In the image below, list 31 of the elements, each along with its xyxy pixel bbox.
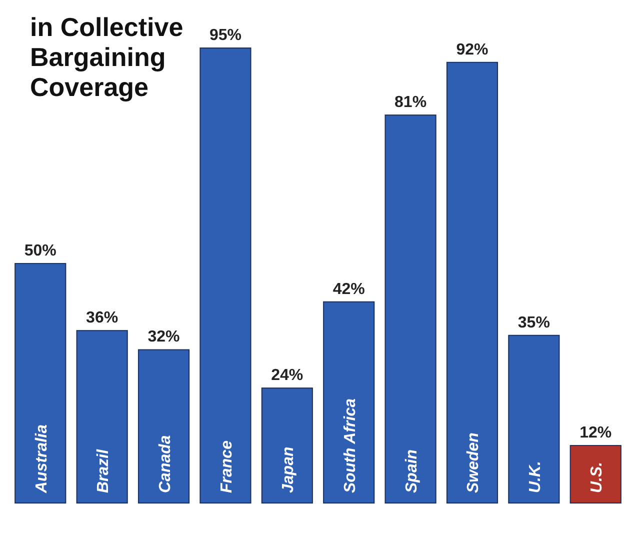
x-tick-label: Brazil: [95, 448, 112, 493]
data-label: 50%: [24, 242, 56, 260]
bar: [570, 445, 622, 504]
bar: [384, 114, 436, 504]
data-label: 42%: [332, 280, 365, 298]
bar: [138, 349, 190, 504]
bar: [76, 330, 128, 504]
data-label: 24%: [271, 367, 304, 384]
bar: [323, 301, 375, 504]
x-tick-label: U.S.: [588, 462, 606, 493]
data-label: 36%: [86, 310, 118, 327]
data-label: 92%: [456, 41, 488, 58]
x-tick-label: South Africa: [342, 398, 359, 493]
x-tick-label: Japan: [280, 446, 298, 493]
x-tick-label: U.K.: [526, 461, 544, 493]
data-label: 81%: [394, 94, 427, 112]
data-label: 32%: [148, 328, 180, 346]
x-tick-label: Spain: [404, 449, 421, 493]
x-tick-label: Canada: [156, 435, 174, 493]
x-tick-label: France: [218, 440, 236, 493]
bar: [200, 48, 252, 504]
x-tick-label: Sweden: [465, 432, 482, 493]
bar: [261, 388, 313, 504]
bar: [14, 263, 66, 504]
data-label: 95%: [209, 27, 242, 44]
chart-title: in Collective Bargaining Coverage: [30, 12, 184, 102]
data-label: 12%: [580, 424, 612, 442]
data-label: 35%: [518, 314, 550, 332]
x-tick-label: Australia: [33, 424, 50, 494]
bar: [508, 334, 560, 504]
bar: [446, 62, 498, 504]
